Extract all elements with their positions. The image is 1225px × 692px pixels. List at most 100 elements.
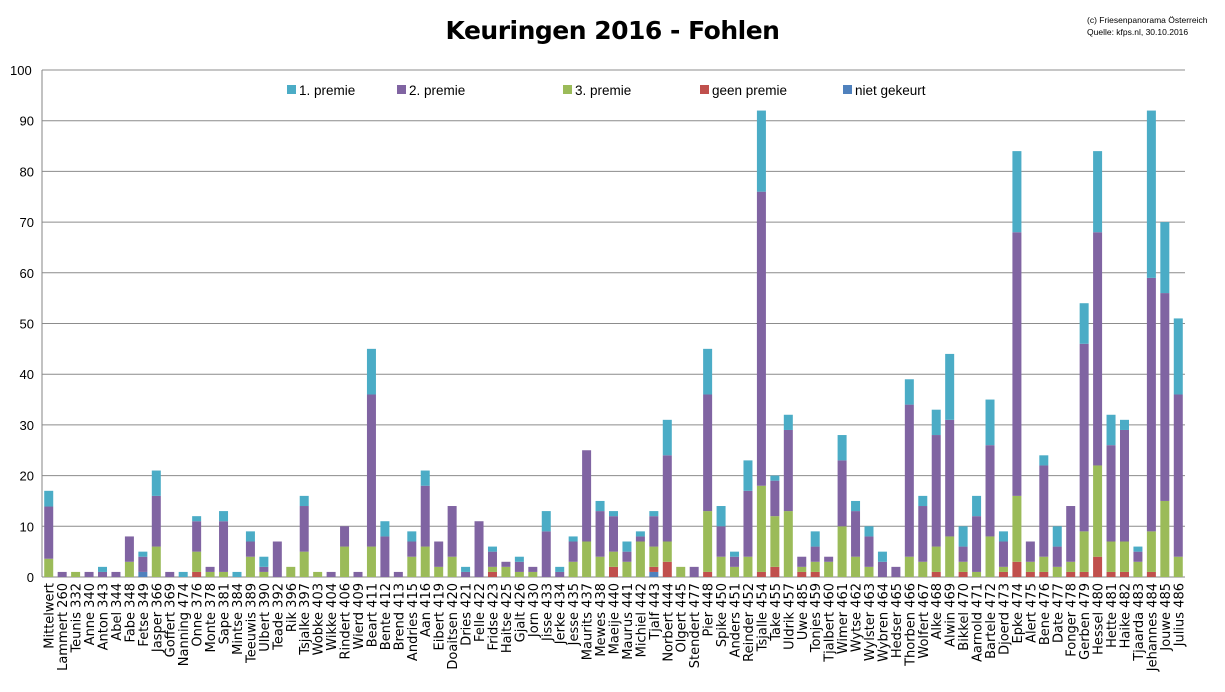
bar-segment	[1039, 571, 1049, 577]
bar-segment	[676, 566, 686, 577]
bar-segment	[124, 536, 134, 562]
bar-segment	[851, 511, 861, 557]
x-tick-label: Tjalbert 460	[823, 583, 838, 663]
bar-segment	[810, 531, 820, 547]
bar-segment	[998, 541, 1008, 567]
bar-segment	[528, 571, 538, 577]
bar-segment	[192, 571, 202, 577]
x-tick-label: Gerben 479	[1078, 583, 1093, 660]
x-tick-label: Dries 421	[460, 583, 475, 646]
bar-segment	[44, 558, 54, 577]
bar-segment	[730, 551, 740, 557]
bar-segment	[797, 556, 807, 567]
bar-segment	[582, 450, 592, 542]
bar-segment	[245, 556, 255, 577]
bar-segment	[555, 571, 565, 577]
legend-swatch	[563, 85, 572, 94]
x-tick-label: Teeuwis 389	[244, 583, 259, 664]
bar-segment	[366, 546, 376, 577]
y-tick-label: 80	[20, 164, 34, 179]
x-tick-label: Reinder 452	[742, 583, 757, 662]
x-tick-label: Jisse 433	[540, 583, 555, 642]
legend-swatch	[287, 85, 296, 94]
x-tick-label: Jorn 430	[527, 583, 542, 638]
bar-segment	[245, 541, 255, 557]
bar-segment	[434, 541, 444, 567]
bar-segment	[1079, 571, 1089, 577]
bar-segment	[514, 571, 524, 577]
bar-segment	[353, 571, 363, 577]
bar-segment	[716, 526, 726, 557]
bar-segment	[124, 561, 134, 577]
bar-segment	[635, 536, 645, 542]
bar-segment	[662, 455, 672, 542]
x-tick-label: Tjaarda 483	[1132, 583, 1147, 662]
bar-segment	[151, 470, 161, 496]
bar-segment	[770, 480, 780, 517]
x-tick-label: Hedser 465	[890, 583, 905, 658]
bar-segment	[837, 460, 847, 527]
x-tick-label: Bene 476	[1038, 583, 1053, 645]
bar-segment	[998, 571, 1008, 577]
bar-segment	[635, 531, 645, 537]
bar-segment	[299, 551, 309, 577]
x-tick-label: Jouwe 485	[1159, 583, 1174, 652]
bar-segment	[299, 495, 309, 507]
bar-segment	[662, 419, 672, 456]
x-tick-label: Date 477	[1051, 583, 1066, 643]
bar-segment	[716, 556, 726, 577]
bar-segment	[487, 551, 497, 567]
bar-segment	[824, 556, 834, 562]
bar-segment	[568, 541, 578, 562]
bar-segment	[770, 516, 780, 567]
bar-segment	[528, 566, 538, 572]
x-tick-label: Epke 474	[1011, 583, 1026, 643]
bar-segment	[958, 546, 968, 562]
bar-segment	[1025, 561, 1035, 572]
bar-segment	[259, 566, 269, 572]
bar-segment	[622, 541, 632, 552]
y-tick-label: 20	[20, 469, 34, 484]
bar-segment	[609, 551, 618, 567]
bar-segment	[837, 435, 847, 461]
bar-segment	[1012, 495, 1022, 562]
bar-segment	[918, 506, 928, 562]
bar-segment	[797, 566, 807, 572]
bar-segment	[958, 561, 968, 572]
bar-segment	[138, 556, 148, 572]
bar-segment	[259, 556, 269, 567]
bar-segment	[44, 490, 54, 507]
bar-segment	[1173, 394, 1183, 557]
bar-segment	[555, 566, 565, 572]
bar-segment	[703, 348, 713, 395]
bar-segment	[824, 561, 834, 577]
x-tick-label: Wobke 403	[312, 583, 327, 655]
bar-segment	[1093, 556, 1103, 577]
x-tick-label: Teunis 332	[70, 583, 85, 654]
x-tick-label: Tjalf 443	[648, 583, 663, 641]
bar-segment	[44, 506, 54, 559]
bar-segment	[501, 561, 511, 567]
x-tick-label: Rik 396	[285, 583, 300, 632]
x-tick-label: Jasper 366	[150, 583, 165, 653]
x-tick-label: Thorben 466	[903, 583, 918, 667]
bar-segment	[931, 435, 941, 547]
bar-segment	[1066, 506, 1076, 562]
bar-segment	[178, 571, 188, 577]
bar-segment	[420, 485, 430, 547]
bar-segment	[138, 571, 148, 577]
bar-segment	[756, 191, 766, 486]
bar-segment	[366, 394, 376, 547]
x-tick-label: Take 455	[769, 583, 784, 642]
bar-segment	[703, 571, 713, 577]
y-tick-label: 50	[20, 317, 34, 332]
y-tick-label: 10	[20, 519, 34, 534]
bar-segment	[1039, 455, 1049, 466]
bar-segment	[1106, 414, 1116, 446]
bar-segment	[1119, 419, 1129, 430]
bar-segment	[1052, 566, 1062, 577]
bar-segment	[1093, 232, 1103, 466]
bar-segment	[192, 516, 202, 522]
bar-segment	[138, 551, 148, 557]
